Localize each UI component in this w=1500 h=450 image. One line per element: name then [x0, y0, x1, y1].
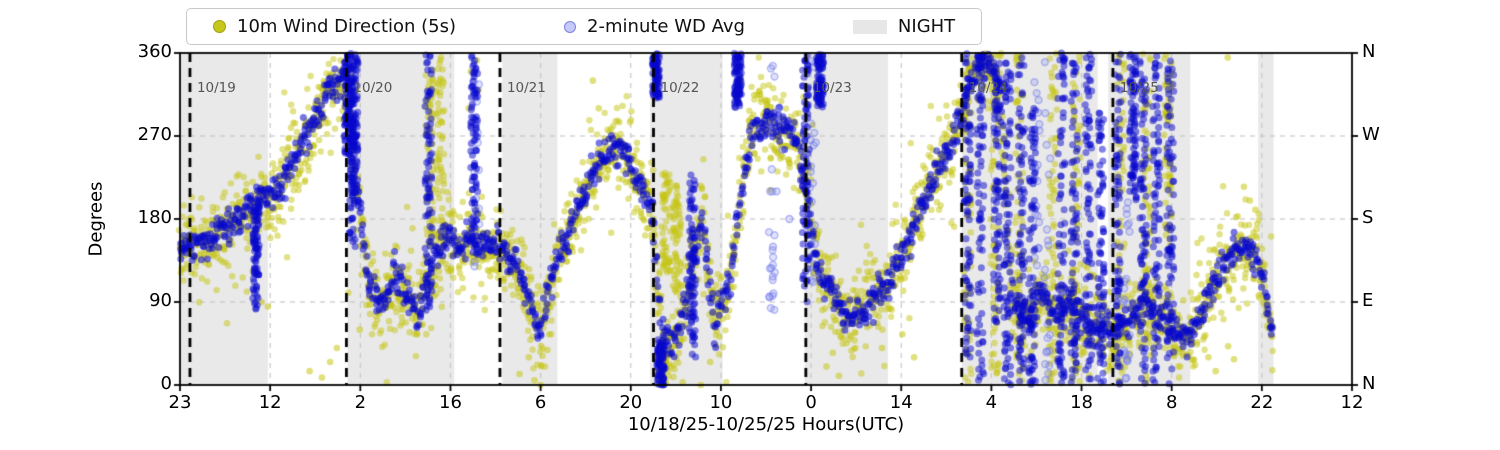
x-tick-label: 22	[1250, 392, 1274, 413]
x-tick-label: 14	[889, 392, 913, 413]
x-tick-label: 0	[805, 392, 817, 413]
wind-dot-icon	[213, 20, 226, 33]
x-tick-label: 20	[619, 392, 643, 413]
legend-item-wind: 10m Wind Direction (5s)	[213, 16, 456, 37]
y-tick-label-right: N	[1362, 373, 1376, 394]
day-label: 10/21	[506, 80, 546, 96]
night-patch-icon	[852, 19, 887, 34]
y-tick-label-left: 0	[160, 373, 172, 394]
avg-dot-icon	[564, 20, 577, 33]
y-tick-label-left: 90	[149, 290, 172, 311]
y-tick-label-right: W	[1362, 124, 1380, 145]
y-axis-label: Degrees	[85, 181, 107, 257]
x-tick-label: 10	[709, 392, 733, 413]
x-tick-label: 8	[1165, 392, 1178, 413]
day-label: 10/22	[660, 80, 700, 96]
x-tick-label: 12	[1340, 392, 1364, 413]
x-tick-label: 16	[439, 392, 462, 413]
x-tick-label: 6	[534, 392, 547, 413]
y-tick-label-left: 360	[137, 41, 172, 62]
legend-item-night: NIGHT	[852, 16, 956, 37]
y-tick-label-right: E	[1362, 290, 1374, 311]
day-label: 10/25	[1119, 80, 1159, 96]
x-tick-label: 4	[985, 392, 998, 413]
legend-label-avg: 2-minute WD Avg	[587, 16, 745, 37]
day-label: 10/24	[968, 80, 1008, 96]
legend: 10m Wind Direction (5s) 2-minute WD Avg …	[186, 8, 983, 45]
y-tick-label-right: S	[1362, 207, 1374, 228]
x-tick-label: 2	[354, 392, 367, 413]
day-label: 10/23	[812, 80, 852, 96]
y-tick-label-left: 270	[137, 124, 172, 145]
x-tick-label: 12	[258, 392, 282, 413]
x-tick-label: 23	[168, 392, 192, 413]
y-tick-label-right: N	[1362, 41, 1376, 62]
legend-label-night: NIGHT	[897, 16, 956, 37]
day-label: 10/19	[196, 80, 236, 96]
day-label: 10/20	[353, 80, 393, 96]
y-tick-label-left: 180	[137, 207, 172, 228]
legend-label-wind: 10m Wind Direction (5s)	[237, 16, 457, 37]
x-axis-label: 10/18/25-10/25/25 Hours(UTC)	[627, 414, 905, 435]
x-tick-label: 18	[1070, 392, 1093, 413]
legend-item-avg: 2-minute WD Avg	[564, 16, 745, 37]
